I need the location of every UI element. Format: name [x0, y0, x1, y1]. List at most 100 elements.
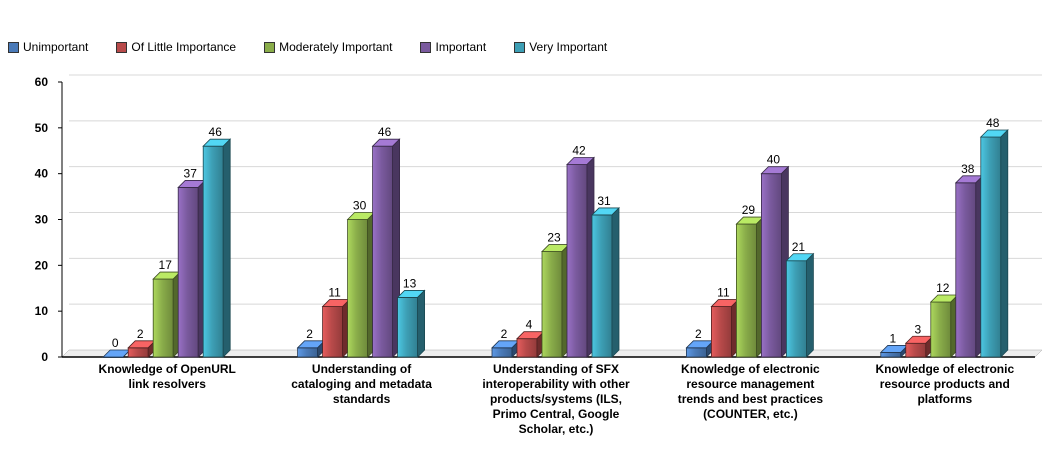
- legend-label: Of Little Importance: [131, 40, 237, 54]
- bar: [177, 179, 207, 358]
- bar-front: [905, 342, 927, 358]
- bar-front: [491, 347, 513, 358]
- y-tick-label: 50: [35, 121, 49, 135]
- bar: [979, 129, 1009, 358]
- data-label: 30: [353, 199, 367, 213]
- bar-front: [372, 145, 394, 358]
- legend-swatch: [8, 41, 19, 53]
- bar: [929, 294, 959, 358]
- data-label: 38: [961, 162, 975, 176]
- bar: [371, 138, 401, 358]
- bar: [516, 330, 545, 358]
- y-tick-label: 20: [35, 258, 49, 272]
- data-label: 21: [792, 240, 806, 254]
- legend-swatch: [116, 41, 128, 53]
- data-label: 13: [403, 276, 417, 290]
- legend-label: Important: [435, 40, 487, 54]
- bar-front: [516, 338, 538, 358]
- bar-front: [127, 347, 149, 358]
- bar: [296, 339, 326, 358]
- data-label: 42: [572, 144, 586, 158]
- legend-label: Moderately Important: [279, 40, 393, 54]
- bar-front: [566, 164, 588, 358]
- data-label: 1: [889, 331, 896, 345]
- data-label: 31: [597, 194, 611, 208]
- bar: [954, 174, 984, 358]
- bar-front: [202, 145, 224, 358]
- bar: [152, 271, 182, 358]
- x-tick-label: Understanding of cataloging and metadata s…: [291, 362, 432, 406]
- bar: [346, 211, 376, 358]
- legend-swatch: [514, 41, 526, 53]
- bar: [541, 243, 570, 358]
- bar-front: [177, 187, 199, 358]
- y-tick-label: 0: [41, 350, 48, 364]
- x-tick-label: Knowledge of OpenURL link resolvers: [99, 362, 236, 391]
- bar-side: [417, 289, 426, 358]
- legend-item: Important: [420, 40, 486, 54]
- data-label: 46: [209, 125, 223, 139]
- bar-front: [591, 214, 613, 358]
- bar-front: [761, 173, 782, 358]
- legend-item: Moderately Important: [264, 40, 392, 54]
- bar-front: [955, 182, 977, 358]
- data-label: 2: [137, 327, 144, 341]
- bar-front: [980, 136, 1002, 358]
- bar-side: [611, 206, 620, 358]
- bar: [904, 335, 934, 358]
- data-label: 40: [767, 153, 781, 167]
- data-label: 2: [501, 327, 508, 341]
- data-label: 4: [526, 318, 533, 332]
- legend-swatch: [420, 41, 432, 53]
- data-label: 29: [742, 203, 756, 217]
- bar: [396, 289, 426, 358]
- data-label: 37: [184, 166, 198, 180]
- bar-front: [541, 251, 563, 358]
- bar: [760, 165, 790, 358]
- bar-side: [1000, 129, 1009, 358]
- bar: [685, 339, 715, 358]
- data-label: 17: [159, 258, 173, 272]
- bar-front: [297, 347, 319, 358]
- data-label: 3: [914, 322, 921, 336]
- data-label: 23: [547, 231, 561, 245]
- x-tick-label: Understanding of SFX interoperability wit…: [482, 362, 630, 436]
- data-label: 11: [328, 286, 341, 300]
- data-label: 12: [936, 281, 950, 295]
- legend-item: Very Important: [514, 40, 607, 54]
- data-label: 2: [695, 327, 702, 341]
- bar-front: [397, 297, 419, 358]
- bar: [710, 298, 740, 358]
- bar-front: [880, 352, 902, 358]
- bar: [321, 298, 351, 358]
- bar-front: [736, 223, 757, 358]
- bar: [566, 156, 595, 358]
- chart-legend: Unimportant Of Little Importance Moderatel…: [8, 40, 635, 54]
- bar: [785, 252, 815, 358]
- bar: [491, 339, 520, 358]
- y-tick-label: 30: [35, 213, 49, 227]
- bar-side: [222, 138, 231, 358]
- bar-front: [152, 278, 174, 358]
- legend-swatch: [264, 41, 276, 53]
- bar: [202, 138, 232, 358]
- bar-side: [806, 252, 814, 358]
- data-label: 46: [378, 125, 392, 139]
- bar-front: [930, 301, 952, 358]
- legend-label: Unimportant: [23, 40, 89, 54]
- legend-item: Unimportant: [8, 40, 88, 54]
- x-tick-label: Knowledge of electronic resource manageme…: [678, 362, 824, 421]
- bar-front: [322, 306, 344, 358]
- legend-label: Very Important: [529, 40, 608, 54]
- bar: [591, 206, 620, 358]
- bar: [127, 339, 157, 358]
- y-tick-label: 60: [35, 75, 49, 89]
- bar: [735, 216, 765, 358]
- bar-front: [686, 347, 707, 358]
- x-tick-label: Knowledge of electronic resource products…: [875, 362, 1014, 406]
- y-tick-label: 40: [35, 167, 49, 181]
- data-label: 48: [986, 116, 1000, 130]
- legend-item: Of Little Importance: [116, 40, 236, 54]
- data-label: 0: [112, 336, 119, 350]
